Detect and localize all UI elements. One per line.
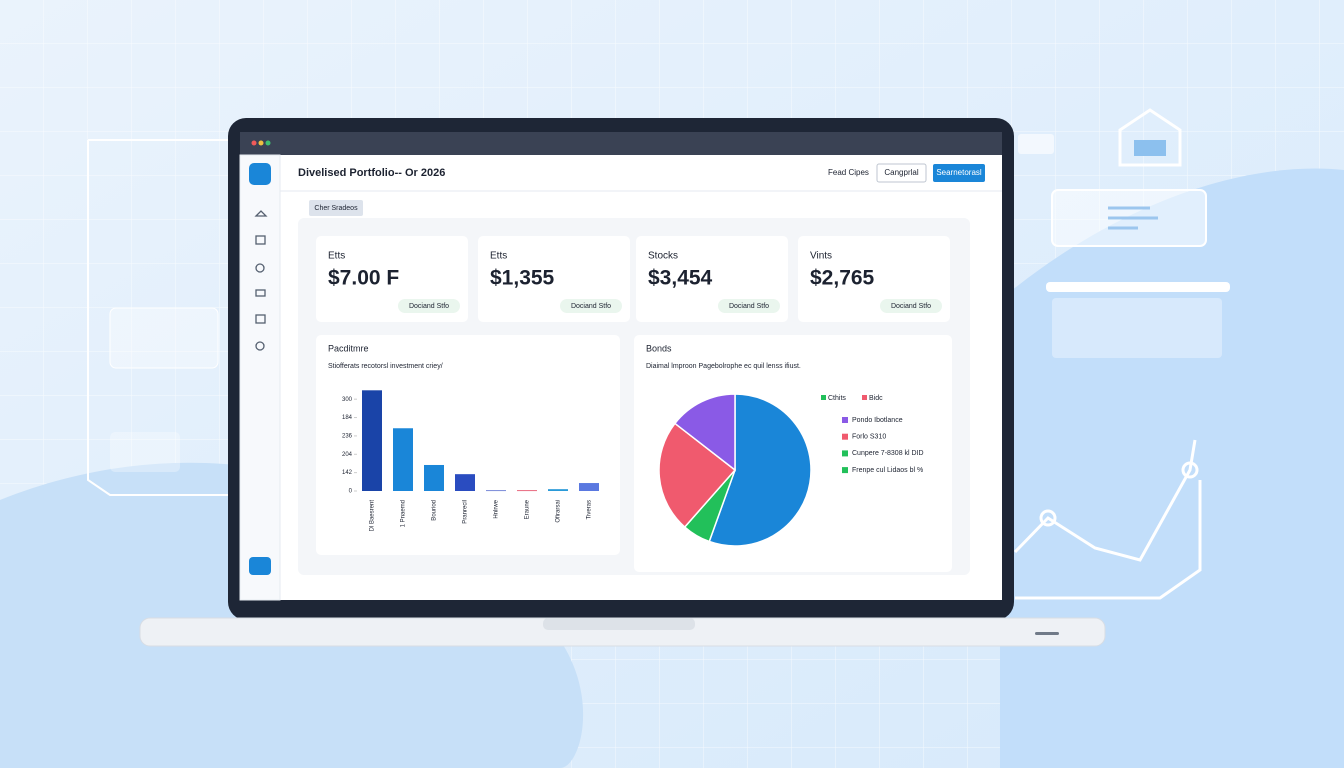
stat-label: Vints (810, 251, 832, 262)
nav-icon[interactable] (255, 263, 265, 273)
header-link[interactable]: Fead Cipes (828, 168, 869, 177)
legend-swatch (862, 395, 867, 400)
y-tick-label: 204 (342, 452, 353, 458)
x-tick-label: Bouriod (432, 500, 438, 521)
x-tick-label: Pranrecil (463, 500, 469, 524)
legend-label: Frenpe cul Lidaos bl % (852, 467, 923, 474)
laptop-notch (543, 618, 695, 630)
legend-swatch (821, 395, 826, 400)
y-tick-label: 184 (342, 415, 353, 421)
x-tick-label: Eraune (525, 499, 531, 519)
x-tick-label: 1 Pnaemd (401, 500, 407, 527)
y-tick-label: 300 (342, 397, 353, 403)
nav-icon[interactable] (255, 341, 265, 351)
deco-card (110, 432, 180, 472)
stat-badge[interactable] (560, 299, 622, 313)
stat-value: $1,355 (490, 267, 555, 290)
stat-badge[interactable] (398, 299, 460, 313)
y-tick-label: 0 (349, 489, 353, 495)
deco-card (109, 307, 219, 369)
window-bar (240, 132, 1002, 156)
pie-slice (708, 393, 812, 547)
pie-title: Bonds (646, 343, 672, 353)
nav-icon[interactable] (255, 314, 266, 324)
deco-icon (1134, 140, 1166, 156)
legend-label: Cthits (828, 395, 846, 402)
bar (362, 390, 382, 491)
deco-dot (1181, 461, 1199, 479)
legend-label: Pondo Ibotlance (852, 417, 903, 424)
secondary-button-label[interactable]: Cangprlal (884, 168, 918, 177)
stat-label: Stocks (648, 251, 678, 262)
legend-label: Cunpere 7-8308 kl DID (852, 450, 924, 457)
legend-label: Bidc (869, 395, 883, 402)
bar (579, 483, 599, 491)
stat-badge[interactable] (718, 299, 780, 313)
stat-badge-label[interactable]: Dociand Stfo (729, 303, 769, 310)
legend-label: Forlo S310 (852, 434, 886, 441)
stat-badge[interactable] (880, 299, 942, 313)
nav-icon[interactable] (254, 210, 268, 217)
primary-button[interactable] (933, 164, 985, 182)
pie-subtitle: Diaimal lmproon Pagebolrophe ec quil len… (646, 363, 801, 370)
x-tick-label: Ofirarsai (556, 500, 562, 523)
pie-slice (673, 393, 736, 472)
deco-frame (87, 139, 240, 496)
page-title: Divelised Portfolio-- Or 2026 (298, 167, 445, 179)
window-dot (251, 140, 257, 146)
stat-label: Etts (490, 251, 507, 262)
x-tick-label: Hnlrwe (494, 499, 500, 518)
legend-swatch (842, 467, 848, 474)
bar (486, 490, 506, 492)
stat-badge-label[interactable]: Dociand Stfo (409, 303, 449, 310)
tag-label[interactable]: Cher Sradeos (314, 205, 358, 212)
x-tick-label: Dl Baesrent (370, 500, 376, 532)
window-dot (265, 140, 271, 146)
bar (548, 489, 568, 491)
x-tick-label: Tiveras (587, 500, 593, 519)
bar (393, 428, 413, 491)
bar (517, 490, 537, 492)
deco-chip (1018, 134, 1054, 154)
legend-swatch (842, 417, 848, 423)
window-dot (258, 140, 264, 146)
deco-icon (1118, 108, 1182, 167)
y-tick-label: 142 (342, 470, 353, 476)
legend-swatch (842, 450, 848, 457)
stat-badge-label[interactable]: Dociand Stfo (891, 303, 931, 310)
secondary-button[interactable] (876, 163, 927, 183)
deco-lines (1108, 206, 1158, 230)
y-tick-label: 236 (342, 433, 353, 439)
primary-button-label[interactable]: Searnetorasl (936, 168, 982, 177)
stat-badge-label[interactable]: Dociand Stfo (571, 303, 611, 310)
deco-bar (1046, 282, 1230, 292)
bar-title: Pacditmre (328, 343, 369, 353)
bar (455, 474, 475, 491)
bar (424, 464, 444, 491)
deco-dot (1039, 509, 1057, 527)
bar-panel (316, 335, 620, 555)
stat-value: $7.00 F (328, 267, 399, 290)
deco-card (1052, 298, 1222, 358)
nav-icon[interactable] (255, 289, 266, 297)
laptop-led (1035, 632, 1059, 635)
sidebar (239, 154, 281, 601)
stat-value: $2,765 (810, 267, 875, 290)
stat-label: Etts (328, 251, 345, 262)
sidebar-button[interactable] (249, 557, 271, 575)
logo[interactable] (249, 163, 271, 185)
stat-value: $3,454 (648, 267, 713, 290)
tag[interactable] (309, 200, 363, 216)
bar-subtitle: Stiofferats recotorsl investment criey/ (328, 363, 443, 370)
nav-icon[interactable] (255, 235, 266, 245)
legend-swatch (842, 433, 848, 440)
pie-slice (658, 422, 737, 529)
